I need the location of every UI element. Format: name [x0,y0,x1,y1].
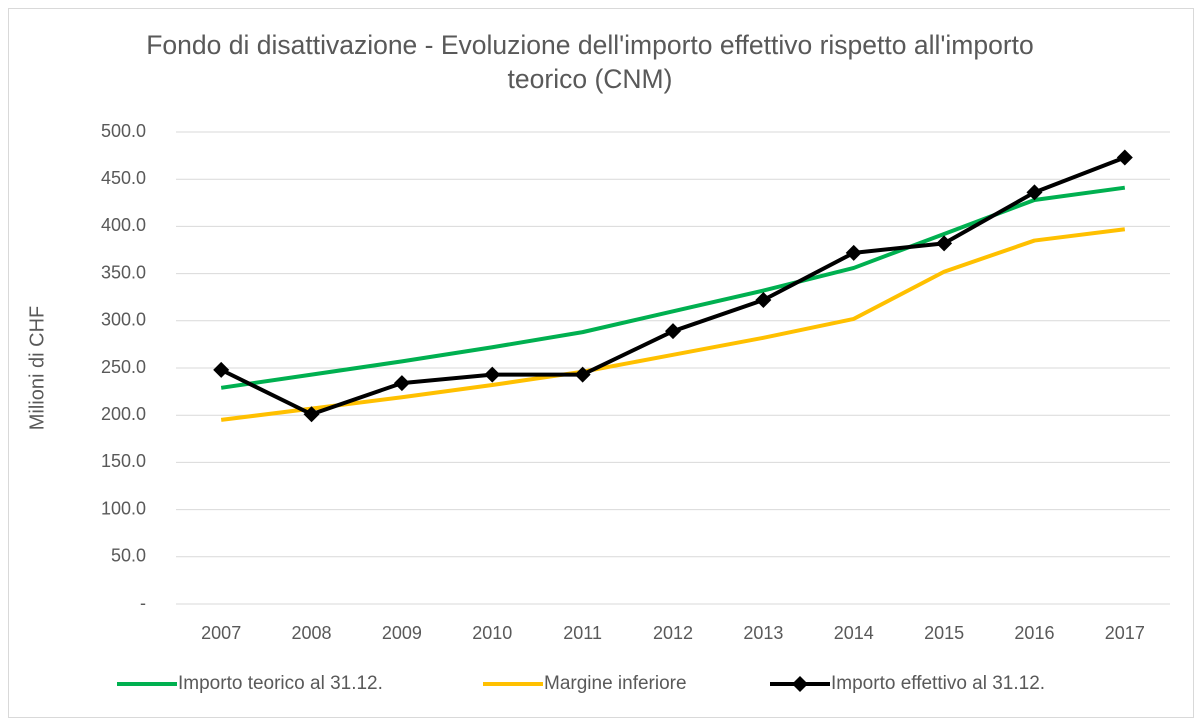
y-tick-label: 250.0 [101,357,146,377]
series-line [220,185,1126,390]
x-tick-label: 2017 [1105,623,1145,643]
marker [303,406,320,423]
x-tick-label: 2009 [382,623,422,643]
marker [574,366,591,383]
y-tick-label: 500.0 [101,121,146,141]
marker [1116,149,1133,166]
marker [1026,184,1043,201]
x-tick-label: 2012 [653,623,693,643]
y-tick-label: 200.0 [101,404,146,424]
y-tick-label: 50.0 [111,546,146,566]
marker [792,676,808,692]
y-tick-label: 450.0 [101,168,146,188]
legend-label: Margine inferiore [544,673,687,694]
y-tick-label: 150.0 [101,451,146,471]
x-tick-label: 2016 [1014,623,1054,643]
x-tick-label: 2014 [834,623,874,643]
x-tick-label: 2015 [924,623,964,643]
marker [484,366,501,383]
x-tick-label: 2013 [743,623,783,643]
y-axis-label: Milioni di CHF [26,306,48,430]
marker [936,235,953,252]
marker [665,323,681,340]
y-tick-label: 100.0 [101,498,146,518]
marker [213,361,230,378]
marker [393,375,410,392]
series-line [220,227,1126,422]
x-tick-label: 2011 [563,623,602,643]
legend-label: Importo effettivo al 31.12. [831,673,1045,694]
legend-label: Importo teorico al 31.12. [178,673,383,694]
y-tick-label: 400.0 [101,215,146,235]
y-tick-label: 350.0 [101,262,146,282]
x-tick-label: 2008 [292,623,332,643]
chart-border [8,8,1194,718]
x-tick-label: 2010 [472,623,512,643]
y-tick-label: 300.0 [101,310,146,330]
series-line [220,155,1126,417]
y-tick-label: - [140,593,146,613]
chart-title: Fondo di disattivazione - Evoluzione del… [146,30,1034,94]
marker [755,292,772,309]
x-tick-label: 2007 [201,623,241,643]
marker [845,244,862,261]
